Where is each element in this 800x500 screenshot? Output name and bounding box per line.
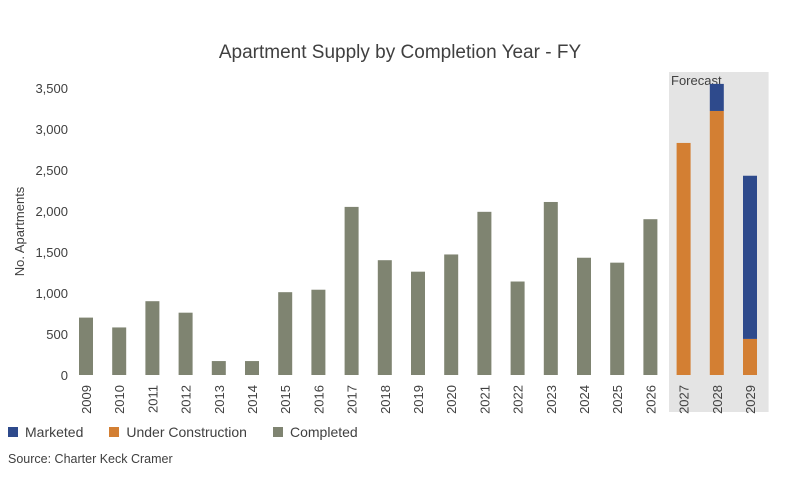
- x-tick-label: 2016: [311, 385, 326, 414]
- bar-marketed: [709, 83, 724, 111]
- y-tick-label: 500: [46, 327, 68, 342]
- bar-completed: [211, 361, 226, 375]
- x-tick-label: 2026: [643, 385, 658, 414]
- legend-swatch-completed: [272, 427, 283, 437]
- x-tick-label: 2012: [179, 385, 194, 414]
- x-tick-label: 2019: [411, 385, 426, 414]
- legend-label-under-construction: Under Construction: [126, 424, 247, 440]
- x-tick-label: 2010: [112, 385, 127, 414]
- x-tick-label: 2014: [245, 385, 260, 414]
- bar-completed: [510, 281, 525, 375]
- x-tick-label: 2022: [511, 385, 526, 414]
- y-axis-label: No. Apartments: [12, 186, 27, 276]
- bar-completed: [477, 211, 492, 375]
- y-tick-label: 1,000: [35, 286, 68, 301]
- x-tick-label: 2027: [677, 385, 692, 414]
- x-tick-label: 2023: [544, 385, 559, 414]
- x-tick-label: 2018: [378, 385, 393, 414]
- bar-completed: [377, 260, 392, 375]
- bar-completed: [79, 317, 93, 375]
- y-tick-label: 0: [61, 368, 68, 383]
- bar-completed: [610, 262, 625, 375]
- x-tick-label: 2017: [345, 385, 360, 414]
- legend-item-marketed: Marketed: [8, 424, 83, 440]
- bar-completed: [444, 254, 459, 375]
- legend-item-completed: Completed: [272, 424, 358, 440]
- source-note: Source: Charter Keck Cramer: [8, 452, 173, 466]
- bar-completed: [178, 312, 193, 375]
- x-tick-label: 2025: [610, 385, 625, 414]
- bar-completed: [643, 219, 658, 375]
- bar-completed: [112, 327, 127, 375]
- x-tick-label: 2028: [710, 385, 725, 414]
- y-tick-label: 3,000: [35, 122, 68, 137]
- legend-item-under-construction: Under Construction: [109, 424, 247, 440]
- legend-swatch-under-construction: [109, 427, 120, 437]
- x-tick-label: 2020: [444, 385, 459, 414]
- chart-title: Apartment Supply by Completion Year - FY: [219, 42, 582, 63]
- bar-completed: [145, 301, 160, 375]
- y-tick-label: 3,500: [35, 81, 68, 96]
- legend-label-marketed: Marketed: [25, 424, 84, 440]
- legend: Marketed Under Construction Completed: [8, 424, 358, 440]
- x-tick-label: 2021: [477, 385, 492, 414]
- x-tick-label: 2011: [145, 385, 160, 413]
- x-tick-label: 2009: [79, 385, 94, 414]
- bar-marketed: [743, 175, 757, 339]
- y-tick-label: 1,500: [35, 245, 68, 260]
- bar-under-construction: [676, 142, 691, 375]
- bar-under-construction: [709, 110, 724, 376]
- bar-completed: [245, 361, 259, 375]
- bar-completed: [344, 206, 359, 375]
- legend-label-completed: Completed: [289, 424, 358, 440]
- bar-completed: [278, 292, 293, 375]
- y-tick-label: 2,500: [35, 163, 68, 178]
- y-tick-label: 2,000: [35, 204, 68, 219]
- bar-under-construction: [743, 338, 757, 375]
- legend-swatch-marketed: [8, 427, 18, 437]
- bar-completed: [411, 271, 425, 375]
- bar-completed: [577, 257, 591, 375]
- x-tick-label: 2013: [212, 385, 227, 414]
- x-tick-label: 2015: [278, 385, 293, 414]
- bar-completed: [311, 289, 326, 375]
- bar-completed: [543, 201, 558, 375]
- forecast-label: Forecast: [671, 73, 722, 88]
- x-tick-label: 2029: [743, 385, 758, 414]
- x-tick-label: 2024: [577, 385, 592, 414]
